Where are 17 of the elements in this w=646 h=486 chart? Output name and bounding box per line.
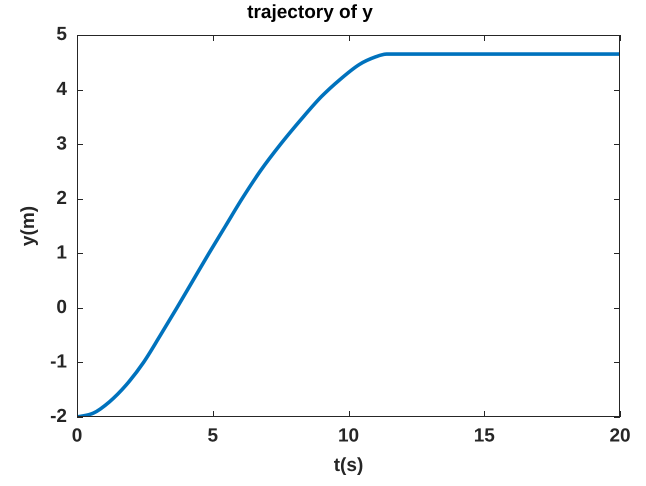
line-series <box>77 52 620 417</box>
x-tick-label: 5 <box>207 426 218 447</box>
y-tick-label: -1 <box>50 352 68 373</box>
y-tick-label: 5 <box>56 24 68 46</box>
y-tick-label: 2 <box>56 188 67 209</box>
y-axis-title: y(m) <box>18 206 40 246</box>
y-tick-label: 4 <box>56 78 68 100</box>
x-tick-label: 15 <box>474 426 496 447</box>
chart-title: trajectory of y <box>247 2 374 24</box>
y-tick-label: 3 <box>56 133 67 154</box>
x-tick-label: 20 <box>609 426 631 447</box>
x-tick-label: 10 <box>338 426 360 447</box>
y-tick-label: 1 <box>56 242 68 264</box>
x-tick-label: 0 <box>72 426 82 447</box>
x-axis-title: t(s) <box>334 455 364 476</box>
y-tick-label: -2 <box>50 406 67 428</box>
y-tick-label: 0 <box>56 297 67 318</box>
